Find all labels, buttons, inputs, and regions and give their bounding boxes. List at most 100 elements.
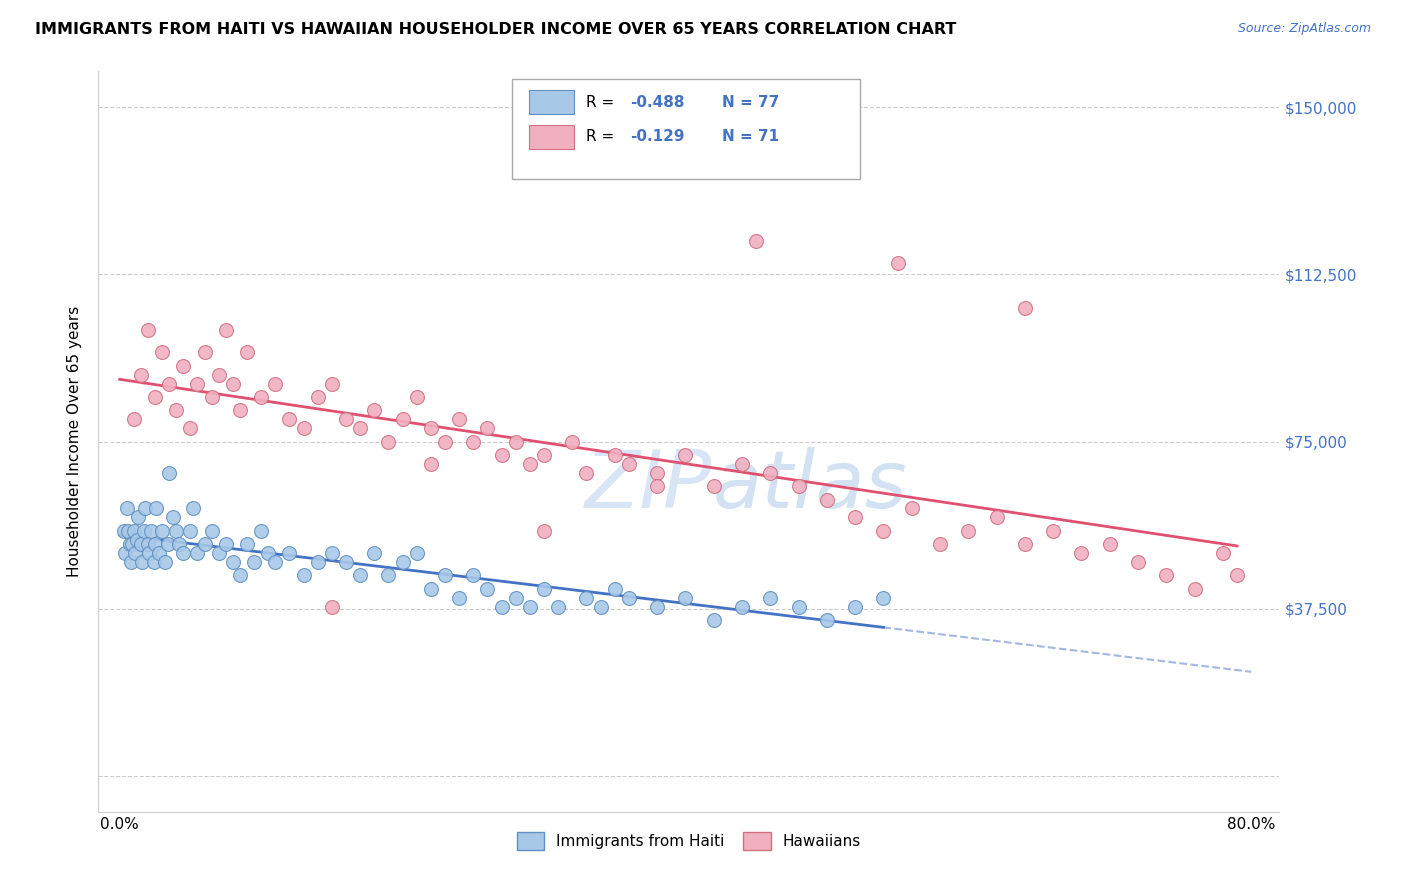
Point [165, 403, 187, 417]
Point [321, 546, 343, 560]
Point [229, 568, 252, 582]
Text: IMMIGRANTS FROM HAITI VS HAWAIIAN HOUSEHOLDER INCOME OVER 65 YEARS CORRELATION C: IMMIGRANTS FROM HAITI VS HAWAIIAN HOUSEH… [35, 22, 956, 37]
Text: R =: R = [586, 129, 619, 145]
Point [533, 448, 555, 462]
Point [278, 412, 301, 426]
Point [787, 599, 810, 614]
Point [815, 492, 838, 507]
Point [278, 546, 301, 560]
Point [172, 546, 194, 560]
Point [129, 537, 152, 551]
Text: R =: R = [586, 95, 619, 110]
Point [181, 501, 204, 516]
Point [957, 524, 980, 538]
Point [157, 466, 180, 480]
Point [405, 546, 427, 560]
Point [491, 599, 513, 614]
Point [575, 591, 598, 605]
Point [433, 568, 456, 582]
Legend: Immigrants from Haiti, Hawaiians: Immigrants from Haiti, Hawaiians [510, 826, 868, 856]
Point [703, 479, 725, 493]
Point [575, 466, 598, 480]
Point [264, 376, 287, 391]
Point [157, 376, 180, 391]
Point [844, 510, 866, 524]
Point [257, 546, 280, 560]
Point [1226, 568, 1249, 582]
Point [115, 501, 138, 516]
Point [165, 524, 187, 538]
Point [222, 555, 245, 569]
Point [193, 345, 215, 359]
Point [603, 448, 626, 462]
Point [132, 524, 155, 538]
Point [419, 582, 441, 596]
Point [215, 323, 238, 337]
Point [844, 599, 866, 614]
Point [872, 591, 894, 605]
Point [120, 555, 142, 569]
Point [127, 510, 149, 524]
Point [172, 359, 194, 373]
Point [886, 256, 908, 270]
Point [1014, 537, 1036, 551]
Point [148, 546, 170, 560]
Point [118, 537, 141, 551]
Point [759, 466, 782, 480]
Point [731, 457, 754, 471]
Point [617, 591, 640, 605]
Point [292, 421, 315, 435]
Point [250, 390, 273, 404]
Point [143, 390, 166, 404]
Y-axis label: Householder Income Over 65 years: Householder Income Over 65 years [67, 306, 83, 577]
Point [114, 546, 136, 560]
Point [150, 345, 173, 359]
Point [673, 591, 696, 605]
Point [134, 501, 156, 516]
Point [377, 568, 399, 582]
Point [419, 457, 441, 471]
Point [121, 537, 143, 551]
Point [321, 376, 343, 391]
Point [477, 582, 499, 596]
Point [463, 434, 485, 449]
Point [377, 434, 399, 449]
Point [136, 323, 159, 337]
Point [349, 568, 371, 582]
Point [236, 537, 259, 551]
Point [122, 524, 145, 538]
FancyBboxPatch shape [530, 90, 575, 114]
Point [449, 591, 471, 605]
Point [117, 524, 139, 538]
Point [617, 457, 640, 471]
Text: -0.488: -0.488 [630, 95, 685, 110]
Point [449, 412, 471, 426]
Point [645, 466, 668, 480]
Point [250, 524, 273, 538]
Point [112, 524, 135, 538]
Point [645, 479, 668, 493]
Point [759, 591, 782, 605]
Point [703, 613, 725, 627]
Point [129, 368, 152, 382]
FancyBboxPatch shape [512, 78, 860, 178]
Point [162, 510, 184, 524]
Point [208, 368, 231, 382]
Point [929, 537, 952, 551]
Point [533, 524, 555, 538]
Point [186, 376, 208, 391]
Text: atlas: atlas [713, 447, 907, 525]
Point [363, 546, 385, 560]
Point [815, 613, 838, 627]
Point [143, 537, 166, 551]
Point [186, 546, 208, 560]
Point [491, 448, 513, 462]
Point [124, 546, 146, 560]
Point [179, 524, 201, 538]
FancyBboxPatch shape [530, 125, 575, 149]
Point [150, 524, 173, 538]
Point [505, 434, 527, 449]
Point [125, 533, 148, 547]
Point [236, 345, 259, 359]
Point [142, 555, 165, 569]
